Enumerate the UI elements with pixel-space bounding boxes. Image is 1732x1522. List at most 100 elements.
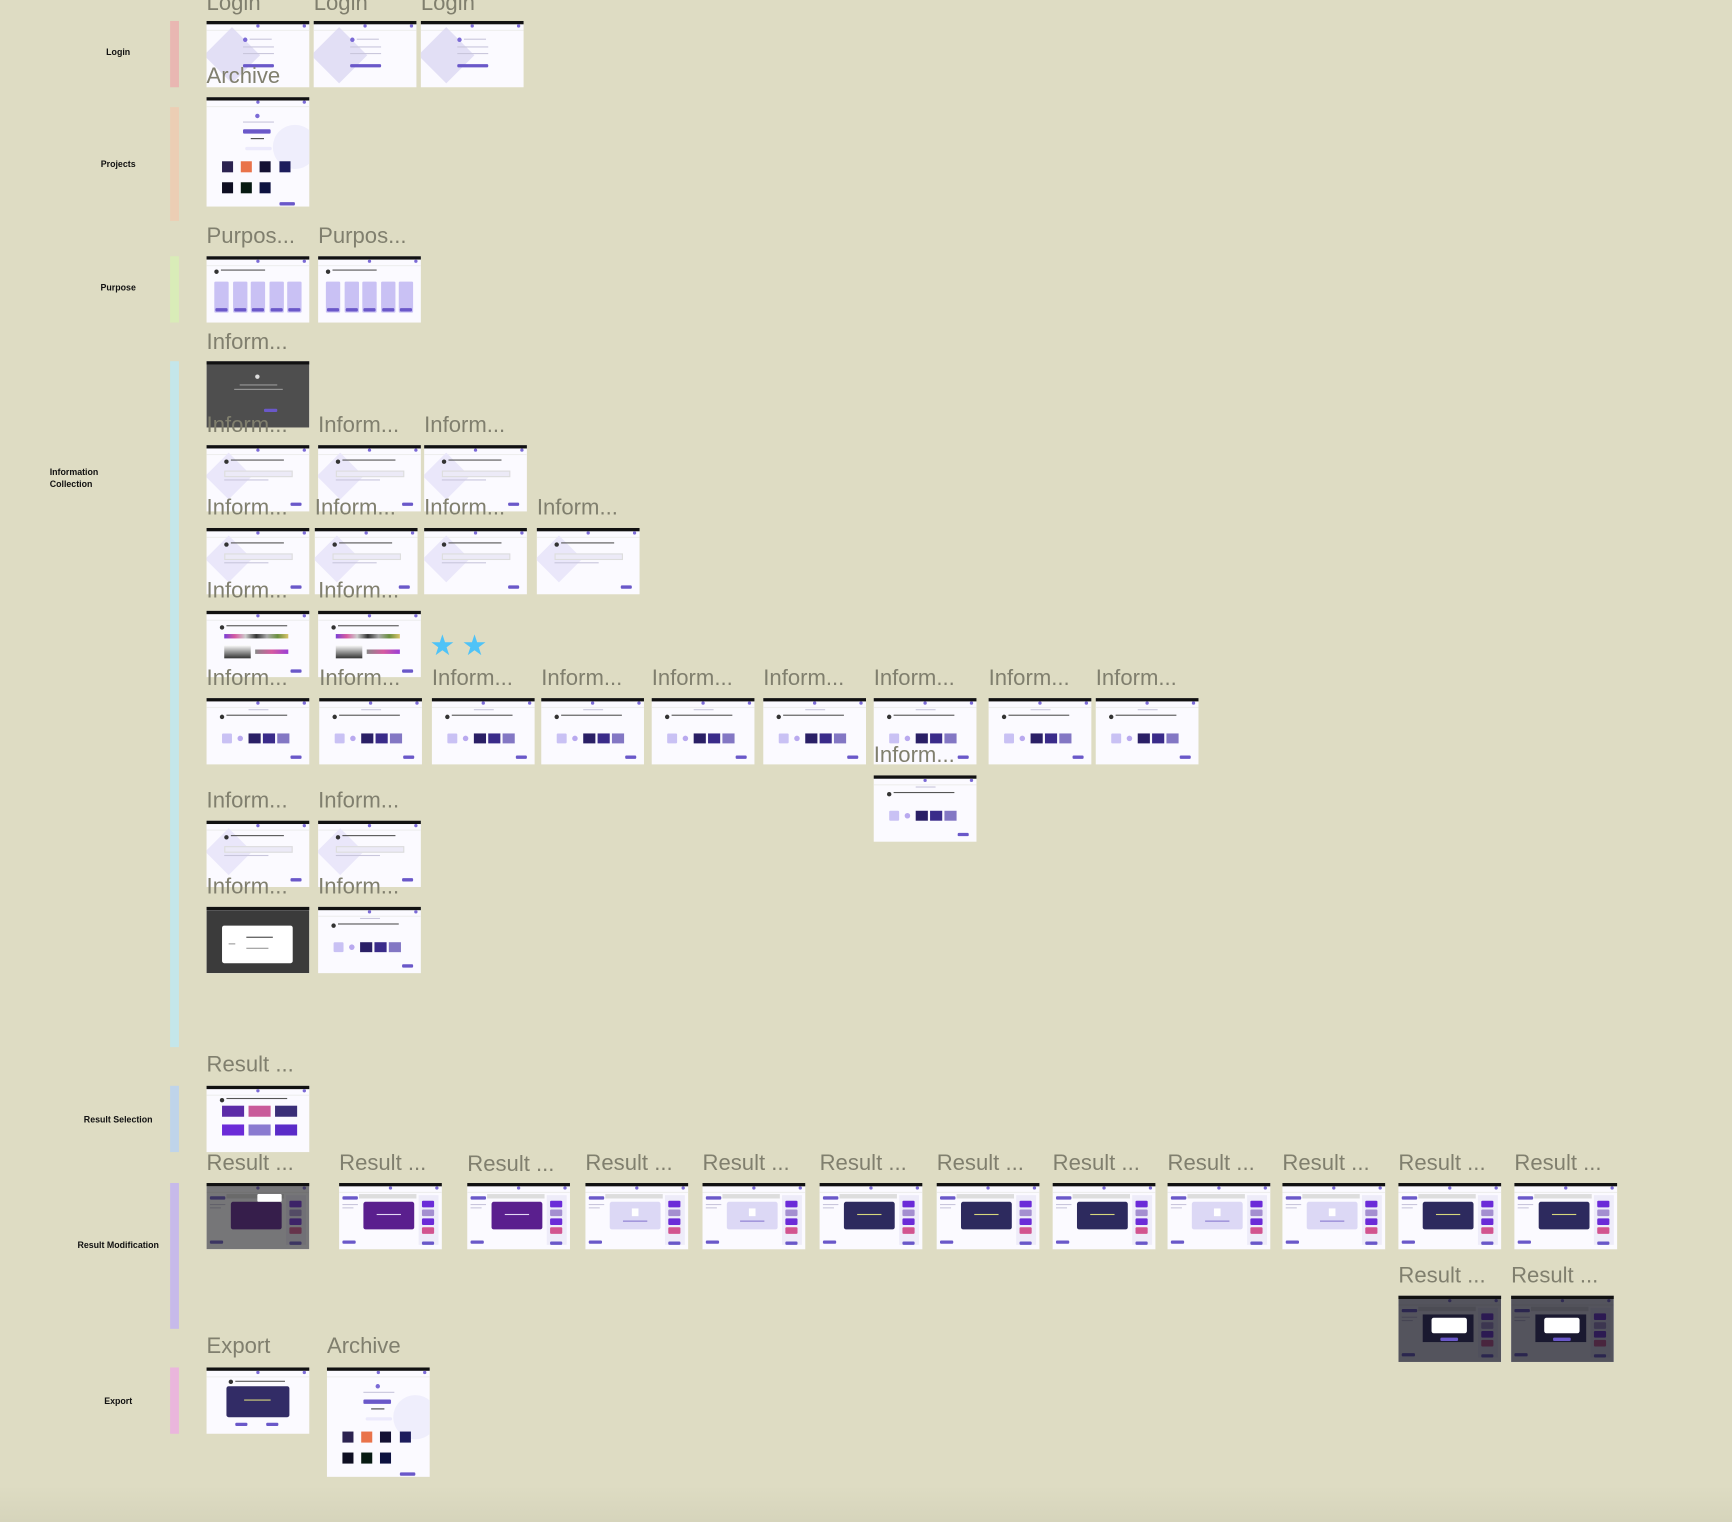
frame-title[interactable]: Inform...: [763, 666, 845, 691]
frame-thumbnail-mod-modal[interactable]: [1398, 1295, 1502, 1362]
frame-thumbnail-style[interactable]: [873, 775, 977, 842]
frame-thumbnail-upload[interactable]: [206, 906, 310, 974]
frame-title[interactable]: Inform...: [988, 666, 1070, 691]
frame-thumbnail-mod-purple[interactable]: [467, 1183, 570, 1250]
frame-title[interactable]: Inform...: [206, 666, 288, 691]
frame-title[interactable]: Result ...: [339, 1150, 427, 1176]
frame-title[interactable]: Result ...: [1511, 1263, 1599, 1288]
frame-title[interactable]: Result ...: [936, 1150, 1024, 1176]
frame-title[interactable]: Archive: [206, 64, 281, 89]
frame-thumbnail-mod-dim[interactable]: [206, 1183, 310, 1250]
frame-thumbnail-form[interactable]: [206, 445, 310, 512]
star-icon[interactable]: ★: [461, 628, 488, 662]
frame-thumbnail-mod-loading[interactable]: [1282, 1183, 1386, 1250]
frame-title[interactable]: Inform...: [206, 495, 288, 521]
frame-title[interactable]: Result ...: [702, 1150, 790, 1176]
frame-title[interactable]: Inform...: [318, 788, 400, 813]
frame-thumbnail-mod-navy[interactable]: [1398, 1183, 1502, 1250]
mock-element: [805, 709, 826, 711]
frame-title[interactable]: Result ...: [1398, 1150, 1486, 1176]
frame-title[interactable]: Inform...: [873, 743, 955, 768]
frame-thumbnail-form[interactable]: [424, 445, 527, 512]
frame-thumbnail-style[interactable]: [763, 698, 866, 765]
frame-title[interactable]: Inform...: [314, 495, 396, 521]
frame-thumbnail-form[interactable]: [536, 527, 640, 595]
frame-thumbnail-mod-loading[interactable]: [702, 1183, 806, 1250]
frame-title[interactable]: Result ...: [585, 1150, 673, 1176]
frame-thumbnail-login[interactable]: [420, 20, 524, 88]
frame-title[interactable]: Result ...: [467, 1152, 555, 1177]
frame-thumbnail-purpose[interactable]: [206, 256, 310, 323]
frame-thumbnail-projects[interactable]: [206, 97, 310, 207]
frame-thumbnail-style[interactable]: [318, 906, 421, 974]
frame-thumbnail-result-select[interactable]: [206, 1085, 310, 1153]
frame-title[interactable]: Inform...: [1095, 666, 1177, 691]
frame-title[interactable]: Result ...: [1052, 1150, 1140, 1176]
frame-thumbnail-form[interactable]: [206, 820, 310, 887]
frame-thumbnail-form[interactable]: [424, 527, 527, 595]
mock-element: [421, 1209, 435, 1217]
frame-title[interactable]: Result ...: [1398, 1263, 1486, 1288]
frame-title[interactable]: Inform...: [318, 874, 400, 900]
frame-title[interactable]: Export: [206, 1334, 271, 1359]
frame-title[interactable]: Result ...: [819, 1150, 907, 1176]
star-icon[interactable]: ★: [429, 628, 456, 662]
frame-thumbnail-export[interactable]: [206, 1367, 310, 1434]
frame-thumbnail-colors[interactable]: [318, 610, 421, 678]
frame-title[interactable]: Inform...: [318, 578, 400, 604]
frame-thumbnail-mod-loading[interactable]: [585, 1183, 689, 1250]
frame-title[interactable]: Result ...: [206, 1052, 294, 1077]
frame-thumbnail-mod-navy[interactable]: [819, 1183, 923, 1250]
frame-title[interactable]: Inform...: [424, 413, 506, 438]
frame-thumbnail-form[interactable]: [314, 527, 418, 595]
frame-title[interactable]: Inform...: [206, 874, 288, 900]
frame-thumbnail-form[interactable]: [318, 820, 421, 887]
frame-title[interactable]: Inform...: [206, 330, 288, 355]
frame-title[interactable]: Inform...: [873, 666, 955, 691]
frame-thumbnail-mod-purple[interactable]: [339, 1183, 442, 1250]
frame-thumbnail-login[interactable]: [313, 20, 417, 88]
frame-thumbnail-dark-modal[interactable]: [206, 361, 310, 428]
frame-title[interactable]: Result ...: [206, 1150, 294, 1176]
frame-thumbnail-form[interactable]: [206, 527, 310, 595]
frame-thumbnail-login[interactable]: [206, 20, 310, 88]
frame-title[interactable]: Inform...: [431, 666, 513, 691]
frame-thumbnail-mod-loading[interactable]: [1167, 1183, 1271, 1250]
frame-title[interactable]: Inform...: [206, 578, 288, 604]
frame-thumbnail-style[interactable]: [988, 698, 1092, 765]
frame-title[interactable]: Result ...: [1514, 1150, 1602, 1176]
frame-thumbnail-style[interactable]: [873, 698, 977, 765]
frame-title[interactable]: Inform...: [206, 788, 288, 813]
frame-title[interactable]: Inform...: [651, 666, 733, 691]
frame-thumbnail-style[interactable]: [541, 698, 644, 765]
frame-title[interactable]: Inform...: [319, 666, 401, 691]
frame-thumbnail-mod-navy[interactable]: [936, 1183, 1040, 1250]
frame-title[interactable]: Purpos...: [206, 224, 295, 249]
frame-title[interactable]: Login: [420, 0, 475, 16]
frame-title[interactable]: Result ...: [1282, 1150, 1370, 1176]
frame-thumbnail-style[interactable]: [431, 698, 535, 765]
frame-thumbnail-style[interactable]: [1095, 698, 1199, 765]
frame-title[interactable]: Inform...: [206, 413, 288, 438]
frame-thumbnail-style[interactable]: [206, 698, 310, 765]
frame-thumbnail-colors[interactable]: [206, 610, 310, 678]
frame-thumbnail-style[interactable]: [651, 698, 755, 765]
frame-title[interactable]: Inform...: [424, 495, 506, 521]
frame-thumbnail-form[interactable]: [318, 445, 421, 512]
mock-element: [421, 1200, 435, 1208]
frame-thumbnail-mod-modal[interactable]: [1511, 1295, 1614, 1362]
frame-title[interactable]: Inform...: [536, 495, 618, 521]
frame-thumbnail-style[interactable]: [319, 698, 422, 765]
frame-title[interactable]: Archive: [326, 1334, 401, 1359]
frame-thumbnail-mod-navy[interactable]: [1052, 1183, 1156, 1250]
frame-title[interactable]: Login: [206, 0, 261, 16]
frame-title[interactable]: Result ...: [1167, 1150, 1255, 1176]
frame-title[interactable]: Inform...: [318, 413, 400, 438]
frame-title[interactable]: Login: [313, 0, 368, 16]
frame-title[interactable]: Purpos...: [318, 224, 407, 249]
frame-thumbnail-purpose[interactable]: [318, 256, 421, 323]
frame-thumbnail-mod-navy[interactable]: [1514, 1183, 1618, 1250]
frame-thumbnail-projects[interactable]: [326, 1367, 430, 1477]
frame-title[interactable]: Inform...: [541, 666, 623, 691]
